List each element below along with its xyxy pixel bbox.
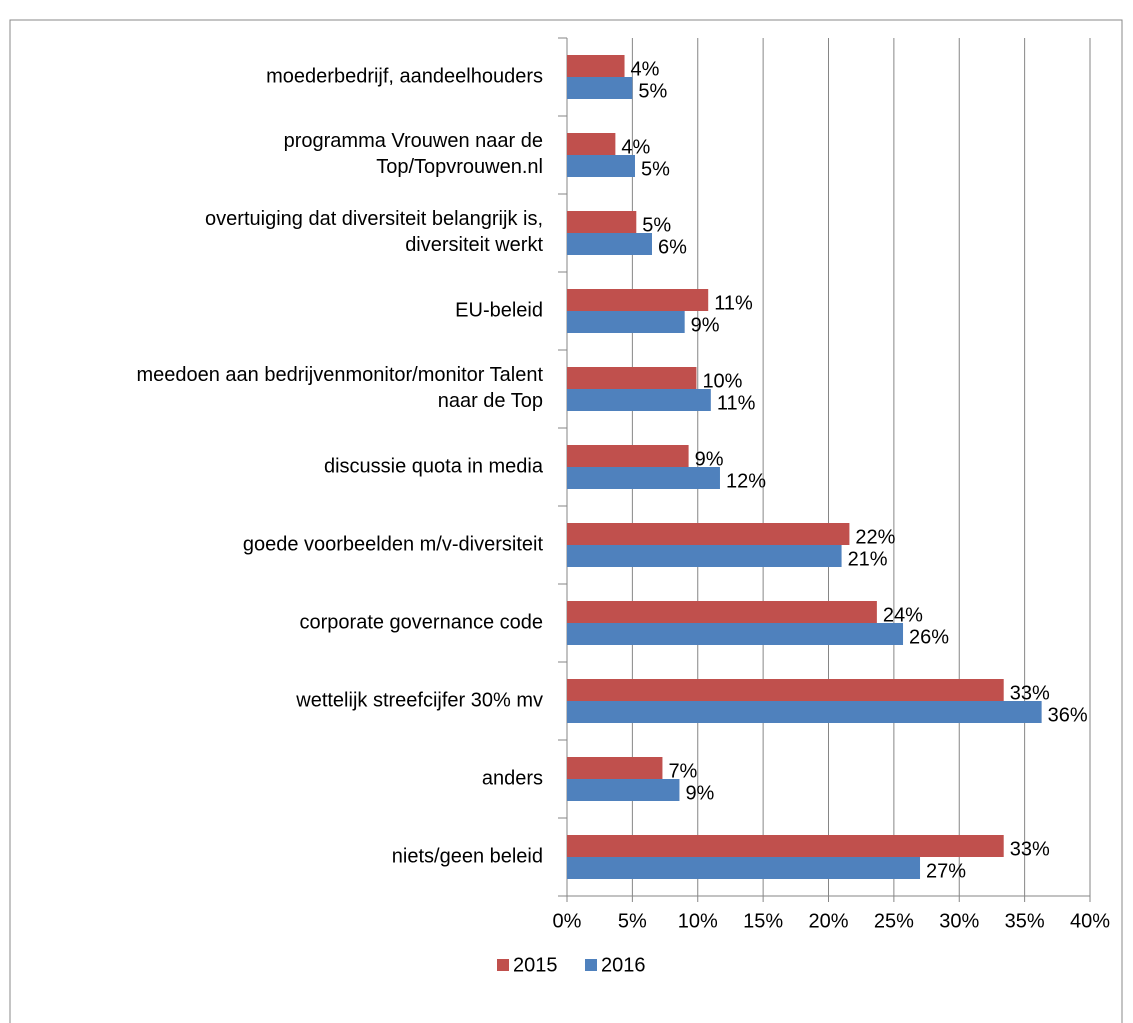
bar [567,779,680,801]
bar [567,835,1004,857]
bar [567,55,625,77]
data-label: 9% [695,448,724,470]
bar [567,155,635,177]
bar [567,133,616,155]
x-tick-label: 40% [1070,910,1110,932]
data-label: 27% [926,860,966,882]
bar [567,601,877,623]
bar [567,701,1042,723]
y-tick-label: niets/geen beleid [392,845,543,867]
y-tick-label: meedoen aan bedrijvenmonitor/monitor Tal… [136,364,543,412]
y-tick-label: programma Vrouwen naar de Top/Topvrouwen.… [284,130,543,178]
x-tick-label: 0% [553,910,582,932]
data-label: 5% [642,214,671,236]
data-label: 33% [1010,838,1050,860]
data-label: 12% [726,470,766,492]
bar [567,467,720,489]
x-tick-label: 30% [939,910,979,932]
data-label: 10% [702,370,742,392]
data-label: 11% [714,292,753,314]
legend-label: 2015 [513,954,558,976]
bar [567,77,633,99]
legend-swatch [497,959,509,971]
data-label: 7% [668,760,697,782]
data-label: 6% [658,236,687,258]
x-tick-label: 5% [618,910,647,932]
x-tick-label: 15% [743,910,783,932]
data-label: 24% [883,604,923,626]
bar [567,757,663,779]
data-label: 33% [1010,682,1050,704]
y-tick-label: discussie quota in media [324,455,544,477]
bar [567,523,850,545]
legend-swatch [585,959,597,971]
x-tick-label: 20% [808,910,848,932]
data-label: 5% [638,80,667,102]
data-label: 22% [855,526,895,548]
y-tick-label: corporate governance code [300,611,544,633]
x-tick-label: 25% [874,910,914,932]
x-tick-label: 35% [1005,910,1045,932]
bar [567,445,689,467]
bar [567,367,697,389]
bar [567,857,921,879]
legend-label: 2016 [601,954,646,976]
y-tick-label: wettelijk streefcijfer 30% mv [295,689,543,711]
bar [567,289,709,311]
bar [567,389,711,411]
bar [567,545,842,567]
bar [567,311,685,333]
data-label: 36% [1048,704,1088,726]
data-label: 5% [641,158,670,180]
data-label: 21% [848,548,888,570]
chart-frame [9,19,1123,1023]
data-label: 4% [631,58,660,80]
bar [567,623,904,645]
bar [567,211,637,233]
y-tick-label: moederbedrijf, aandeelhouders [266,65,543,87]
data-label: 26% [909,626,949,648]
data-label: 9% [685,782,714,804]
y-tick-label: overtuiging dat diversiteit belangrijk i… [205,208,543,256]
bar [567,679,1004,701]
x-tick-label: 10% [678,910,718,932]
data-label: 9% [691,314,720,336]
y-tick-label: goede voorbeelden m/v-diversiteit [243,533,544,555]
data-label: 11% [717,392,756,414]
y-tick-label: EU-beleid [455,299,543,321]
y-tick-label: anders [482,767,543,789]
data-label: 4% [621,136,650,158]
bar [567,233,652,255]
